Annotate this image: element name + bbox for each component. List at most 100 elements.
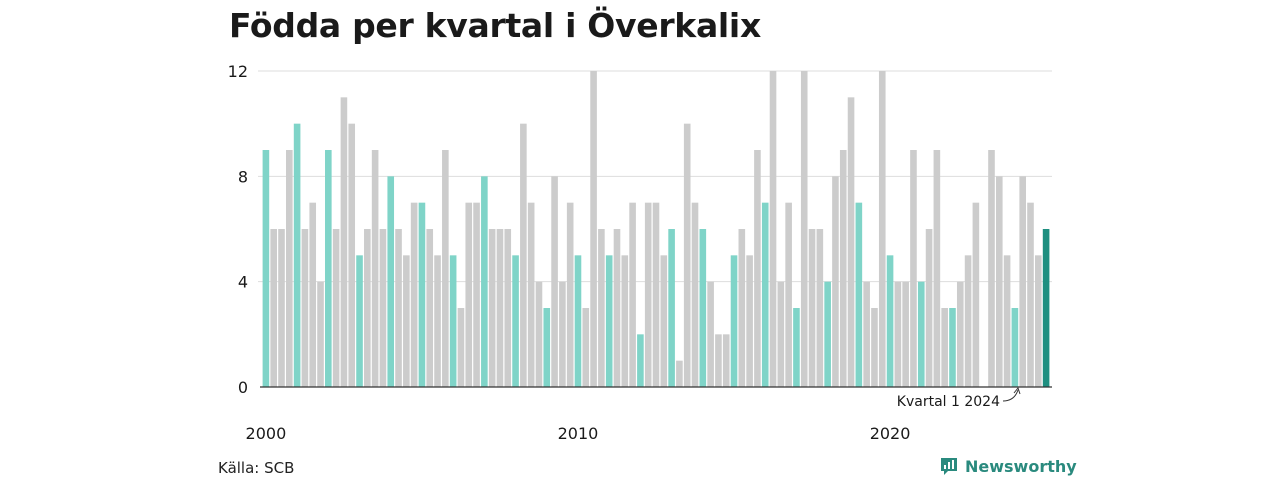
bar (364, 229, 371, 387)
bar (332, 229, 340, 387)
bar (449, 255, 457, 387)
newsworthy-logo: Newsworthy (939, 456, 1077, 476)
bar (270, 229, 278, 387)
y-tick-label: 12 (228, 62, 248, 81)
bar (800, 71, 808, 387)
bar (574, 255, 582, 387)
bar (691, 202, 699, 387)
bar (761, 202, 769, 387)
annotation-label: Kvartal 1 2024 (897, 394, 1000, 410)
bar (301, 229, 309, 387)
bar (660, 255, 668, 387)
bar (1034, 255, 1042, 387)
bar (590, 71, 597, 387)
bar (886, 255, 894, 387)
bar (317, 281, 324, 387)
bar (964, 255, 972, 387)
bar (871, 308, 878, 387)
x-tick-label: 2010 (558, 424, 599, 443)
bar (722, 334, 730, 387)
bar (738, 229, 746, 387)
bar (699, 229, 707, 387)
bar (1011, 308, 1019, 387)
bar (293, 123, 301, 388)
bar (637, 334, 644, 387)
bar (1042, 229, 1050, 387)
bar (348, 123, 356, 388)
bar (410, 202, 418, 387)
bar (1003, 255, 1011, 387)
bar (988, 150, 995, 387)
bar (278, 229, 285, 387)
annotation-arrowhead (1013, 386, 1021, 395)
bar (832, 176, 839, 387)
bar (520, 123, 527, 388)
bar (387, 176, 395, 387)
bar (644, 202, 652, 387)
bar (816, 229, 824, 387)
latest-annotation: Kvartal 1 2024 (897, 386, 1021, 410)
y-tick-label: 8 (238, 167, 248, 186)
bar (917, 281, 925, 387)
x-tick-labels: 2000 2010 2020 (246, 424, 911, 443)
bar (769, 71, 777, 387)
bar (824, 281, 831, 387)
x-tick-label: 2020 (870, 424, 911, 443)
bar (933, 150, 941, 387)
bar (847, 97, 855, 387)
bar (598, 229, 605, 387)
bar (894, 281, 902, 387)
bar (473, 202, 480, 387)
bar (488, 229, 496, 387)
bar (715, 334, 722, 387)
bar (1027, 202, 1034, 387)
bar (613, 229, 621, 387)
bar (356, 255, 363, 387)
bar (925, 229, 933, 387)
bar (379, 229, 387, 387)
bar (972, 202, 980, 387)
bar (504, 229, 512, 387)
bar (910, 150, 917, 387)
bar (395, 229, 402, 387)
bar (582, 308, 590, 387)
bar (730, 255, 738, 387)
bar (668, 229, 675, 387)
bar (956, 281, 964, 387)
bar (465, 202, 473, 387)
bar (808, 229, 816, 387)
bar (621, 255, 629, 387)
y-tick-labels: 0 4 8 12 (228, 62, 248, 397)
bar (403, 255, 410, 387)
bar (535, 281, 543, 387)
bar (746, 255, 753, 387)
bar (863, 281, 870, 387)
bar (949, 308, 956, 387)
bar (902, 281, 909, 387)
bar (371, 150, 379, 387)
bar (566, 202, 574, 387)
bar (777, 281, 785, 387)
bar (629, 202, 636, 387)
bar (683, 123, 691, 388)
bar (676, 360, 683, 387)
bar (286, 150, 293, 387)
chart-title: Födda per kvartal i Överkalix (229, 6, 761, 45)
bar (481, 176, 488, 387)
source-label: Källa: SCB (218, 459, 295, 477)
bar (426, 229, 434, 387)
y-tick-label: 0 (238, 378, 248, 397)
newsworthy-icon (941, 458, 957, 475)
bars (262, 71, 1050, 388)
bar (605, 255, 613, 387)
bar (793, 308, 800, 387)
bar (309, 202, 317, 387)
bar (1019, 176, 1026, 387)
bar (839, 150, 847, 387)
bar (941, 308, 948, 387)
bar (434, 255, 441, 387)
bar (543, 308, 551, 387)
bar (785, 202, 792, 387)
y-tick-label: 4 (238, 273, 248, 292)
